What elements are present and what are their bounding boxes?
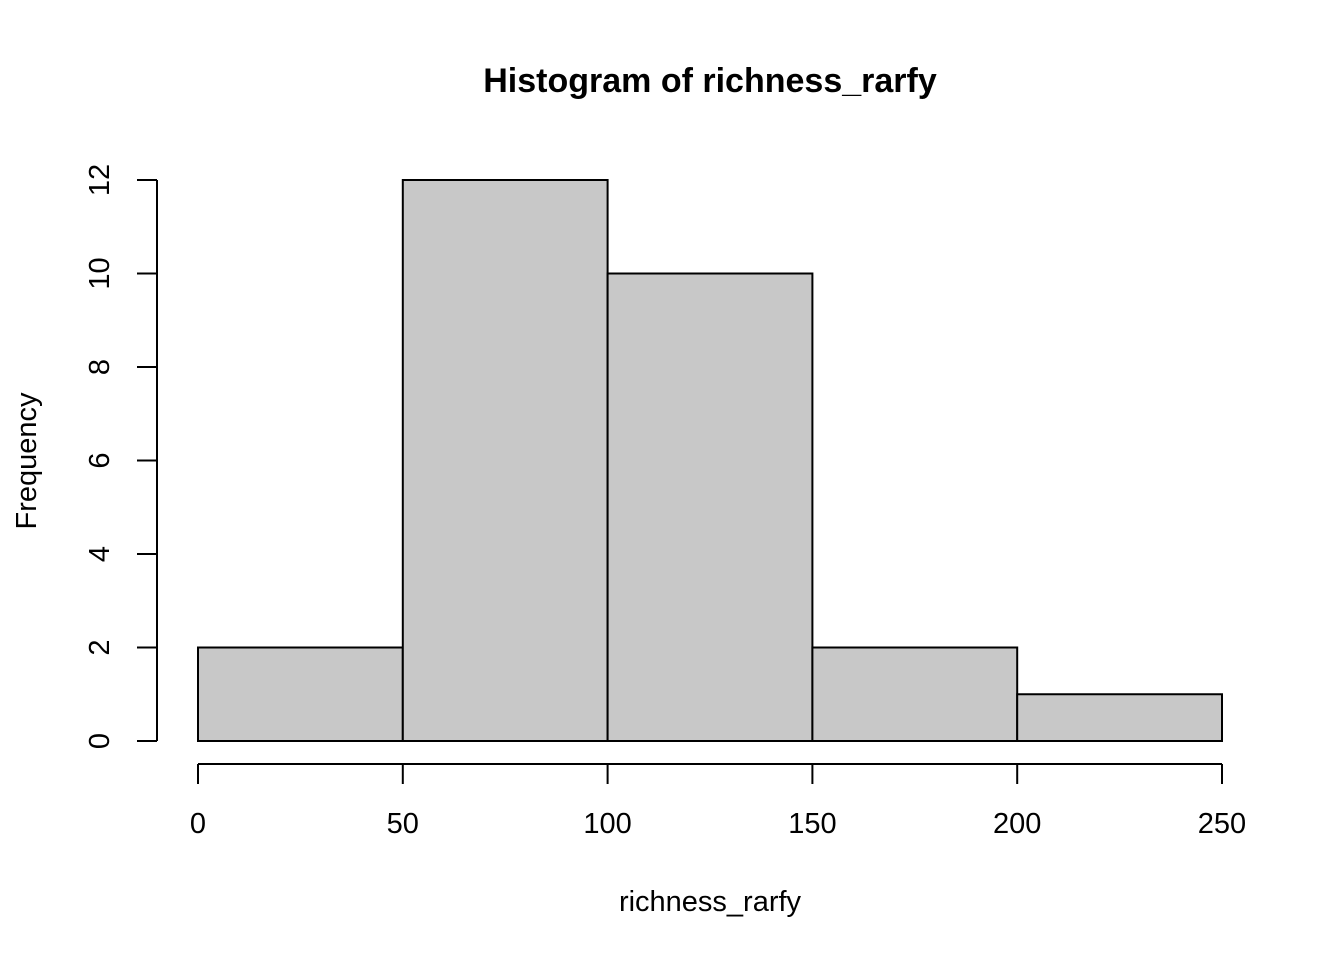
y-tick-label-5: 10 [84, 257, 116, 289]
histogram-bar-2 [606, 272, 814, 742]
y-tick-label-6: 12 [84, 164, 116, 196]
histogram-bar-0 [197, 646, 404, 742]
y-tick-label-0: 0 [84, 733, 116, 749]
y-tick-label-4: 8 [84, 359, 116, 375]
chart-title: Histogram of richness_rarfy [483, 62, 937, 100]
y-tick-label-2: 4 [84, 546, 116, 562]
histogram-bar-3 [811, 646, 1019, 742]
x-tick-label-4: 200 [993, 808, 1041, 840]
histogram-bar-4 [1016, 693, 1224, 742]
x-tick-label-5: 250 [1198, 808, 1246, 840]
x-tick-label-1: 50 [387, 808, 419, 840]
x-tick-label-0: 0 [190, 808, 206, 840]
histogram-bar-1 [401, 179, 609, 742]
y-axis-label: Frequency [11, 392, 43, 530]
y-axis: 0 2 4 6 8 10 12 [84, 164, 158, 749]
x-axis: 0 50 100 150 200 250 [190, 763, 1246, 840]
bars-group [197, 179, 1224, 742]
y-tick-label-3: 6 [84, 452, 116, 468]
y-tick-label-1: 2 [84, 639, 116, 655]
x-tick-label-3: 150 [788, 808, 836, 840]
x-axis-label: richness_rarfy [619, 886, 802, 918]
x-tick-label-2: 100 [583, 808, 631, 840]
